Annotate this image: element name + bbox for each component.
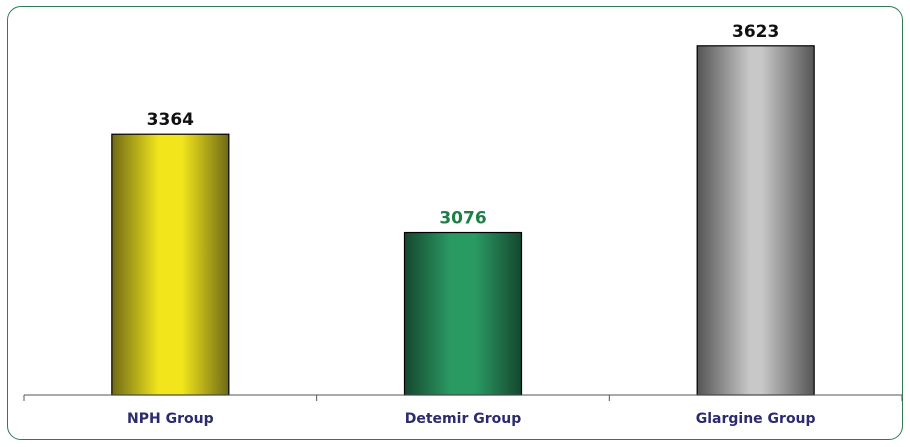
bar-nph-group [111, 133, 230, 396]
value-label-glargine-group: 3623 [732, 22, 779, 42]
value-label-detemir-group: 3076 [439, 209, 486, 229]
category-label-nph-group: NPH Group [127, 411, 214, 427]
category-label-glargine-group: Glargine Group [696, 411, 816, 427]
bar-glargine-group [696, 45, 815, 396]
bar-detemir-group [403, 231, 523, 396]
category-label-detemir-group: Detemir Group [405, 411, 521, 427]
value-label-nph-group: 3364 [147, 110, 194, 130]
